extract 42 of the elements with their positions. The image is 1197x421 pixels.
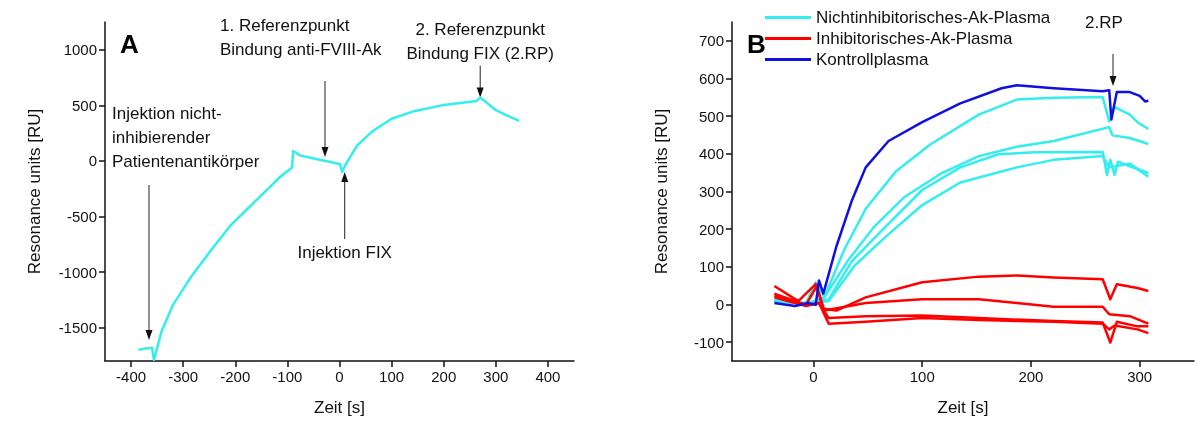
x-tick-label: -100: [272, 368, 303, 385]
x-axis-title: Zeit [s]: [937, 398, 989, 417]
x-tick-label: 100: [379, 368, 405, 385]
y-tick-label: 100: [698, 258, 724, 276]
y-tick-label: -100: [693, 333, 724, 351]
y-tick-label: 0: [88, 152, 97, 170]
x-tick-label: 200: [431, 368, 457, 385]
x-tick-label: -200: [220, 368, 251, 385]
x-tick-label: -300: [168, 368, 199, 385]
annotation: Injektion FIX: [297, 242, 392, 262]
x-tick-label: 0: [809, 368, 818, 385]
y-tick-label: 1000: [63, 41, 97, 59]
x-axis-title: Zeit [s]: [313, 398, 366, 417]
chart-title: B: [747, 29, 766, 59]
chart-title: A: [120, 29, 139, 59]
x-tick-label: 0: [335, 368, 344, 385]
x-tick-label: -400: [116, 368, 147, 385]
y-tick-label: -500: [66, 208, 97, 226]
y-tick-label: 500: [698, 107, 724, 125]
x-tick-label: 300: [483, 368, 509, 385]
y-tick-label: 300: [698, 183, 724, 200]
annotation: Injektion nicht- inhibierender Patientenantikörper: [112, 103, 260, 171]
legend-label: Inhibitorisches-Ak-Plasma: [816, 29, 1014, 48]
x-tick-label: 400: [535, 368, 561, 385]
y-tick-label: 400: [698, 145, 724, 163]
x-tick-label: 200: [1018, 368, 1044, 385]
legend-label: Kontrollplasma: [816, 50, 929, 69]
annotation: 1. Referenzpunkt Bindung anti-FVIII-Ak: [220, 15, 383, 59]
x-tick-label: 300: [1127, 368, 1153, 385]
annotation: 2. Referenzpunkt Bindung FIX (2.RP): [406, 20, 554, 64]
y-tick-label: 200: [698, 220, 724, 238]
y-tick-label: -1500: [58, 319, 97, 337]
legend-label: Nichtinhibitorisches-Ak-Plasma: [816, 8, 1051, 27]
y-tick-label: 500: [71, 96, 97, 114]
y-tick-label: 600: [698, 70, 724, 87]
y-axis-title: Resonance units [RU]: [25, 108, 44, 275]
y-tick-label: 0: [715, 296, 724, 313]
y-tick-label: -1000: [58, 263, 97, 281]
y-axis-title: Resonance units [RU]: [652, 108, 671, 275]
annotation: 2.RP: [1085, 12, 1123, 32]
y-tick-label: 700: [698, 32, 724, 50]
x-tick-label: 100: [909, 368, 935, 385]
